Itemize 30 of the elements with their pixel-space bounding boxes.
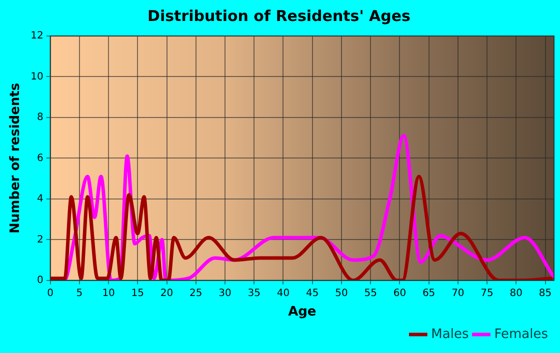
x-tick-label: 20 [160,288,174,299]
x-tick-label: 10 [102,288,115,299]
x-tick-label: 75 [480,288,494,299]
x-tick-label: 5 [76,288,83,299]
x-tick-label: 35 [248,288,260,299]
y-tick-label: 10 [30,71,44,82]
x-tick-label: 15 [131,288,144,299]
y-tick-label: 12 [30,30,44,42]
x-tick-label: 65 [422,288,436,299]
y-tick-label: 2 [36,234,44,246]
x-tick-label: 25 [190,288,202,299]
chart-title: Distribution of Residents' Ages [148,6,411,25]
legend-label: Males [431,326,469,342]
y-tick-label: 4 [36,194,44,205]
y-tick-label: 8 [36,112,44,124]
y-tick-label: 0 [36,274,44,286]
y-tick-label: 6 [36,152,44,164]
x-tick-label: 60 [393,288,406,299]
x-tick-label: 30 [218,288,232,299]
x-tick-label: 50 [335,288,348,299]
x-axis-title: Age [288,304,316,320]
y-axis-title: Number of residents [8,82,24,234]
x-tick-label: 40 [276,288,290,299]
x-tick-label: 45 [306,288,319,299]
x-tick-label: 0 [47,288,54,299]
legend-label: Females [494,326,548,342]
x-tick-label: 85 [538,288,552,299]
x-tick-label: 70 [452,288,464,299]
x-tick-label: 80 [510,288,523,299]
x-tick-label: 55 [364,288,377,299]
